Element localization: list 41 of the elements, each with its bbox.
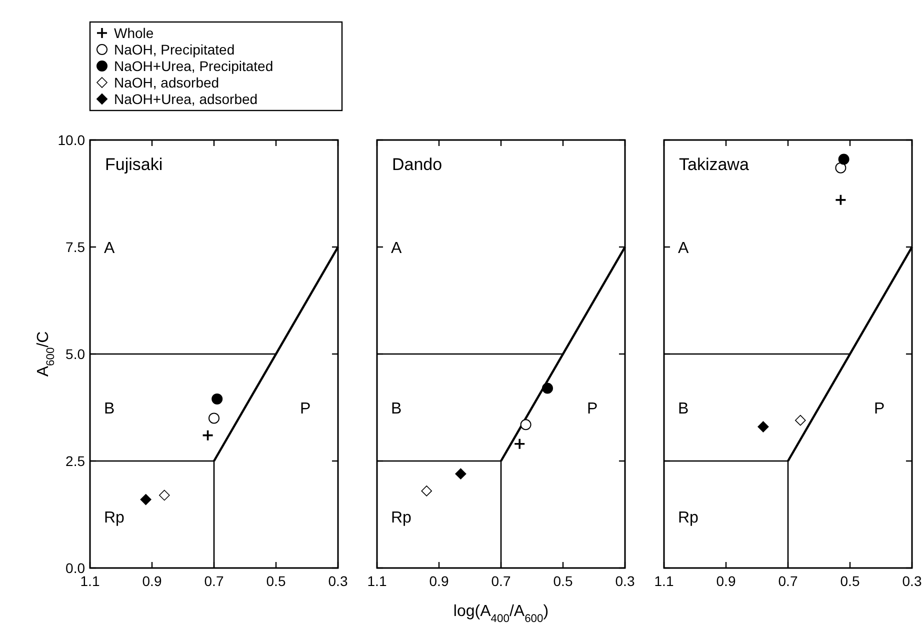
text: Takizawa [679,155,750,174]
y-tick-label: 7.5 [66,239,86,255]
annotation: B [678,400,689,418]
annotation: P [300,400,311,418]
y-tick-label: 0.0 [66,560,86,576]
x-tick-label: 0.7 [778,573,798,589]
x-tick-label: 0.9 [142,573,162,589]
x-tick-label: 0.7 [204,573,224,589]
legend-label: NaOH+Urea, adsorbed [114,91,258,107]
x-axis-title: log(A$_{400}$/A$_{600}$) [453,603,549,624]
x-tick-label: 1.1 [654,573,674,589]
annotation: B [391,400,402,418]
x-tick-label: 0.3 [902,573,922,589]
x-tick-label: 0.3 [615,573,635,589]
x-tick-label: 1.1 [367,573,387,589]
annotation: Rp [678,510,699,527]
x-tick-label: 0.9 [429,573,449,589]
text: Fujisaki [105,155,163,174]
legend-label: NaOH, Precipitated [114,42,235,58]
annotation: A [104,240,115,257]
y-tick-label: 10.0 [58,132,86,148]
x-tick-label: 0.5 [553,573,573,589]
y-tick-label: 2.5 [66,453,86,469]
annotation: Rp [104,510,125,527]
x-tick-label: 1.1 [80,573,100,589]
annotation: A [391,240,402,257]
legend-label: NaOH+Urea, Precipitated [114,58,274,74]
x-tick-label: 0.7 [491,573,511,589]
x-tick-label: 0.9 [716,573,736,589]
y-tick-label: 5.0 [66,346,86,362]
annotation: A [678,240,689,257]
x-tick-label: 0.5 [266,573,286,589]
legend-label: NaOH, adsorbed [114,74,220,90]
legend-label: Whole [114,25,154,41]
text: Dando [392,155,442,174]
annotation: Rp [391,510,412,527]
annotation: P [874,400,885,418]
x-tick-label: 0.3 [328,573,348,589]
x-tick-label: 0.5 [840,573,860,589]
annotation: B [104,400,115,418]
annotation: P [587,400,598,418]
